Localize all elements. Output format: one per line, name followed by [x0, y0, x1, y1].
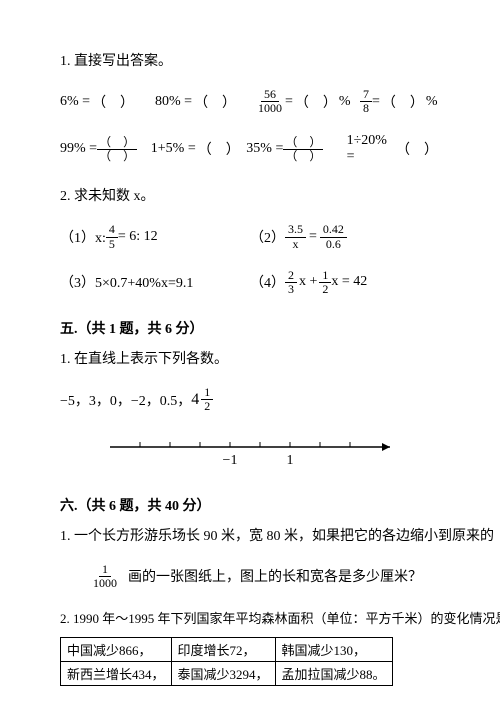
- number-line: −1 1: [60, 432, 440, 477]
- section6-header: 六.（共 6 题，共 40 分）: [60, 495, 440, 515]
- cell: 中国减少866，: [61, 637, 172, 661]
- q2-row2: （3）5×0.7+40%x=9.1 （4） 2 3 x + 1 2 x = 42: [60, 269, 440, 296]
- q1-d: 7 8 = （ ） %: [360, 88, 438, 115]
- q2-p2: （2） 3.5 x = 0.42 0.6: [250, 223, 347, 250]
- page-content: 1. 直接写出答案。 6% =（ ） 80% =（ ） 56 1000 = （ …: [0, 0, 500, 716]
- cell: 孟加拉国减少88。: [275, 661, 392, 685]
- axis-neg1: −1: [223, 453, 238, 468]
- frac-7-8: 7 8: [360, 88, 372, 115]
- frac-4-5: 4 5: [106, 223, 118, 250]
- q2-p3: （3）5×0.7+40%x=9.1: [60, 272, 250, 292]
- q1-f: 1+5% =（ ）: [151, 139, 247, 159]
- q2-p4: （4） 2 3 x + 1 2 x = 42: [250, 269, 367, 296]
- numberline-svg: −1 1: [100, 432, 400, 477]
- axis-pos1: 1: [287, 453, 294, 468]
- q2-p1: （1）x: 4 5 = 6: 12: [60, 223, 250, 250]
- q1-row2: 99% = （ ）（ ） 1+5% =（ ） 35% = （ ）（ ） 1÷20…: [60, 133, 440, 165]
- q1-title: 1. 直接写出答案。: [60, 50, 440, 70]
- sec6-q2: 2. 1990 年～1995 年下列国家年平均森林面积（单位：平方千米）的变化情…: [60, 608, 440, 627]
- cell: 韩国减少130，: [275, 637, 392, 661]
- q1-e: 99% = （ ）（ ）: [60, 136, 151, 163]
- cell: 新西兰增长434，: [61, 661, 172, 685]
- blank: （ ）: [90, 92, 136, 112]
- sec5-numbers: −5，3，0，−2，0.5， 4 1 2: [60, 386, 440, 413]
- parenfrac: （ ）（ ）: [97, 136, 137, 163]
- q1-g: 35% = （ ）（ ）: [246, 136, 346, 163]
- table-row: 中国减少866， 印度增长72， 韩国减少130，: [61, 637, 393, 661]
- sec6-q1a: 1. 一个长方形游乐场长 90 米，宽 80 米，如果把它的各边缩小到原来的: [60, 525, 440, 545]
- blank: （ ）: [293, 92, 339, 112]
- sec5-q1: 1. 在直线上表示下列各数。: [60, 348, 440, 368]
- blank: （ ）: [380, 92, 426, 112]
- blank: （ ）: [192, 92, 238, 112]
- frac-1-2: 1 2: [319, 269, 331, 296]
- sec6-q1-frac-line: 1 1000 画的一张图纸上，图上的长和宽各是多少厘米？: [90, 563, 440, 590]
- section5-header: 五.（共 1 题，共 6 分）: [60, 318, 440, 338]
- q1-h: 1÷20% =（ ）: [347, 133, 440, 165]
- frac-2-3: 2 3: [285, 269, 297, 296]
- frac-3.5-x: 3.5 x: [285, 223, 306, 250]
- q2-row1: （1）x: 4 5 = 6: 12 （2） 3.5 x = 0.42 0.6: [60, 223, 440, 250]
- table-row: 新西兰增长434， 泰国减少3294， 孟加拉国减少88。: [61, 661, 393, 685]
- q1-c: 56 1000 = （ ） %: [255, 88, 360, 115]
- q2-title: 2. 求未知数 x。: [60, 185, 440, 205]
- cell: 印度增长72，: [171, 637, 275, 661]
- mixed-4-1-2: 4 1 2: [191, 386, 213, 413]
- parenfrac: （ ）（ ）: [283, 136, 323, 163]
- q1-a: 6% =（ ）: [60, 92, 155, 112]
- forest-table: 中国减少866， 印度增长72， 韩国减少130， 新西兰增长434， 泰国减少…: [60, 637, 393, 686]
- q1-row1: 6% =（ ） 80% =（ ） 56 1000 = （ ） % 7 8 = （…: [60, 88, 440, 115]
- frac-56-1000: 56 1000: [255, 88, 285, 115]
- cell: 泰国减少3294，: [171, 661, 275, 685]
- blank: （ ）: [196, 139, 242, 159]
- q1-b: 80% =（ ）: [155, 92, 255, 112]
- frac-1-1000: 1 1000: [90, 563, 120, 590]
- blank: （ ）: [394, 139, 440, 159]
- frac-0.42-0.6: 0.42 0.6: [320, 223, 347, 250]
